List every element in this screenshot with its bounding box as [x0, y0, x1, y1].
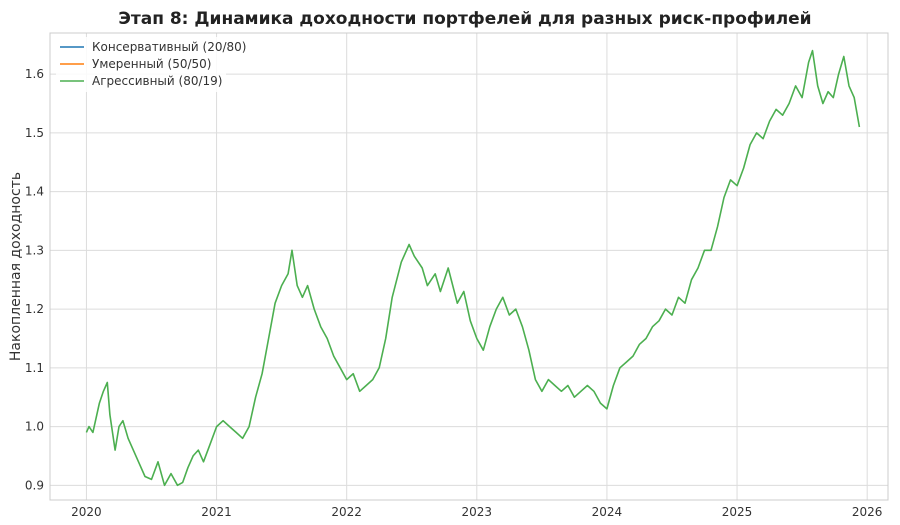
y-axis-ticks: 0.9 1.0 1.1 1.2 1.3 1.4 1.5 1.6 [25, 67, 44, 492]
y-tick-label: 1.1 [25, 361, 44, 375]
y-tick-label: 1.5 [25, 126, 44, 140]
x-axis-ticks: 2020 2021 2022 2023 2024 2025 2026 [71, 505, 882, 519]
legend-label-conservative: Консервативный (20/80) [92, 40, 246, 54]
legend: Консервативный (20/80) Умеренный (50/50)… [56, 37, 246, 92]
y-tick-label: 1.2 [25, 302, 44, 316]
plot-frame [49, 32, 889, 501]
y-tick-label: 1.6 [25, 67, 44, 81]
legend-box [56, 37, 226, 92]
y-tick-label: 1.0 [25, 420, 44, 434]
y-axis-label: Накопленная доходность [8, 172, 24, 361]
x-tick-label: 2021 [201, 505, 232, 519]
legend-label-aggressive: Агрессивный (80/19) [92, 74, 222, 88]
x-tick-label: 2022 [331, 505, 362, 519]
x-tick-label: 2026 [852, 505, 883, 519]
y-tick-label: 0.9 [25, 478, 44, 492]
grid [50, 33, 888, 500]
series-layer [85, 49, 861, 487]
x-tick-label: 2020 [71, 505, 102, 519]
chart-title: Этап 8: Динамика доходности портфелей дл… [118, 9, 811, 29]
y-tick-label: 1.3 [25, 243, 44, 257]
y-tick-label: 1.4 [25, 185, 44, 199]
series-line-2 [85, 49, 861, 487]
x-tick-label: 2023 [462, 505, 493, 519]
x-tick-label: 2024 [592, 505, 623, 519]
legend-label-moderate: Умеренный (50/50) [92, 57, 211, 71]
x-tick-label: 2025 [722, 505, 753, 519]
